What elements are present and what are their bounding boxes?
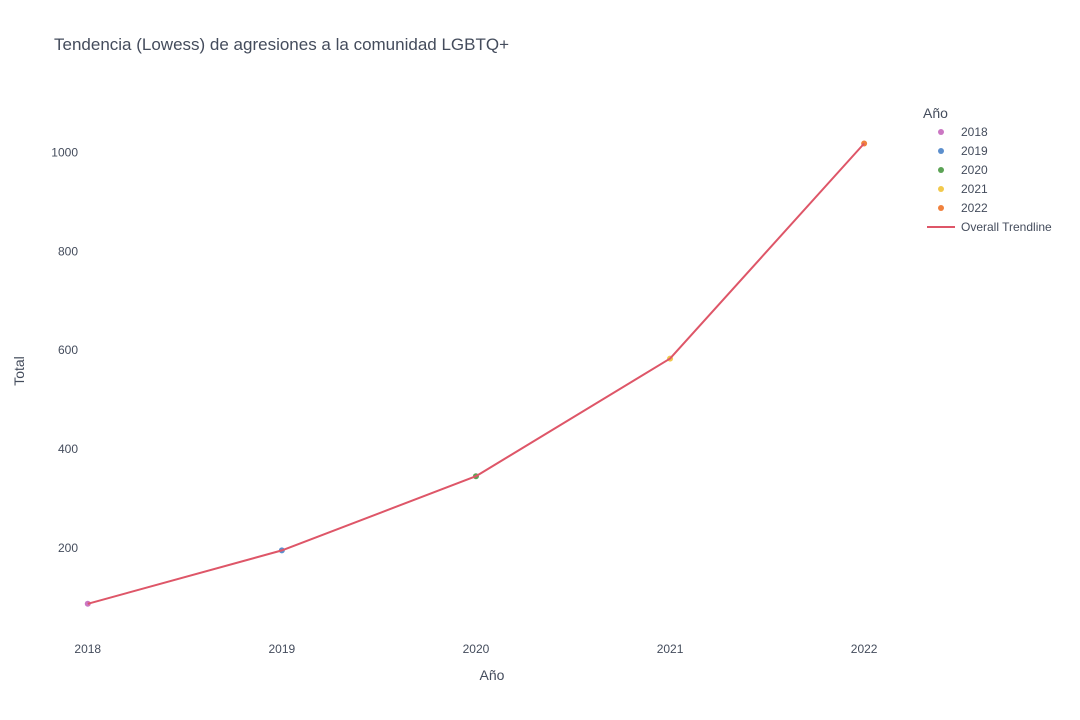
y-axis: 200 400 600 800 1000: [51, 145, 78, 555]
legend-label[interactable]: 2018: [961, 125, 988, 139]
x-axis: 2018 2019 2020 2021 2022: [74, 642, 877, 656]
legend-label[interactable]: Overall Trendline: [961, 220, 1052, 234]
chart-title: Tendencia (Lowess) de agresiones a la co…: [54, 35, 509, 54]
legend-marker-2019[interactable]: [938, 148, 944, 154]
legend-marker-2018[interactable]: [938, 129, 944, 135]
legend-marker-2022[interactable]: [938, 205, 944, 211]
legend-title: Año: [923, 105, 948, 121]
x-tick-label: 2018: [74, 642, 101, 656]
legend-label[interactable]: 2020: [961, 163, 988, 177]
y-tick-label: 200: [58, 541, 78, 555]
legend-marker-2021[interactable]: [938, 186, 944, 192]
legend-marker-2020[interactable]: [938, 167, 944, 173]
x-tick-label: 2019: [269, 642, 296, 656]
legend-label[interactable]: 2019: [961, 144, 988, 158]
x-axis-title: Año: [480, 667, 505, 683]
y-tick-label: 600: [58, 343, 78, 357]
y-tick-label: 800: [58, 244, 78, 258]
trendline[interactable]: [87, 142, 865, 605]
y-tick-label: 400: [58, 442, 78, 456]
legend[interactable]: Año 2018 2019 2020 2021 2022 Overall Trendlin…: [923, 105, 1052, 234]
x-tick-label: 2022: [851, 642, 878, 656]
legend-label[interactable]: 2021: [961, 182, 988, 196]
y-axis-title: Total: [11, 356, 27, 386]
plot-area: [84, 140, 868, 607]
x-tick-label: 2020: [463, 642, 490, 656]
y-tick-label: 1000: [51, 145, 78, 159]
x-tick-label: 2021: [657, 642, 684, 656]
legend-label[interactable]: 2022: [961, 201, 988, 215]
